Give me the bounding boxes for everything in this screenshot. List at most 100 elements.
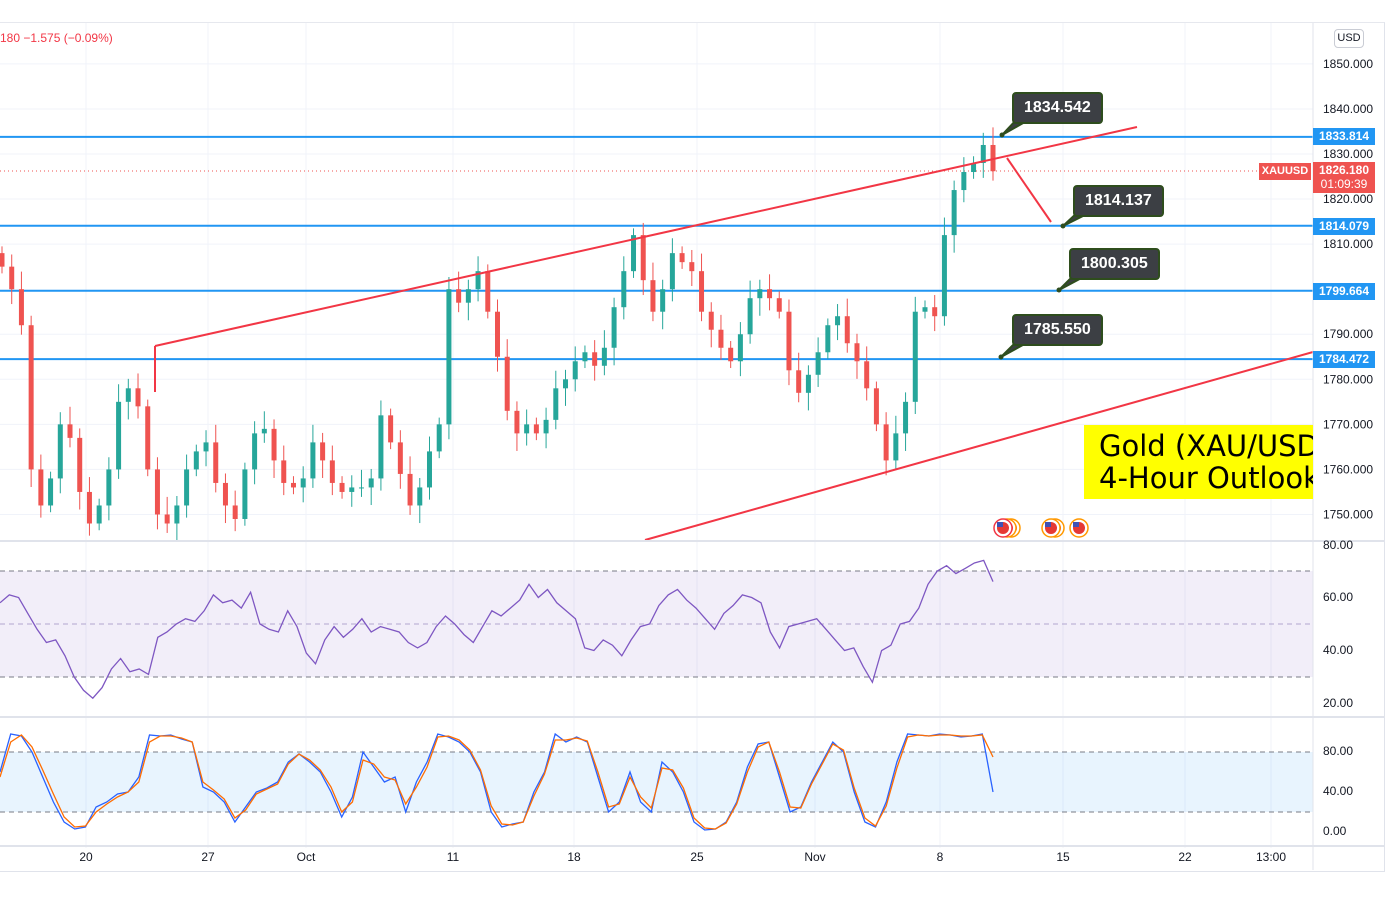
price-callout[interactable]: 1814.137 — [1073, 185, 1164, 217]
stoch-d-line — [0, 734, 994, 830]
chart-title-overlay: Gold (XAU/USD 4-Hour Outlook — [1084, 425, 1313, 499]
candle-body — [222, 482, 228, 506]
trendlines[interactable] — [154, 126, 1314, 541]
candle-body — [951, 190, 957, 236]
price-callout[interactable]: 1834.542 — [1012, 92, 1103, 124]
candle-body — [728, 347, 734, 362]
candle-body — [747, 298, 753, 335]
candle-body — [271, 428, 277, 461]
candle-body — [67, 424, 73, 438]
candle-body — [48, 478, 54, 506]
candle-body — [0, 253, 5, 267]
candle-body — [514, 410, 520, 434]
rsi-tick-label: 20.00 — [1323, 696, 1353, 710]
candle-body — [125, 388, 131, 402]
candle-body — [776, 298, 782, 312]
rsi-tick-label: 60.00 — [1323, 590, 1353, 604]
candle-body — [971, 163, 977, 173]
candle-body — [640, 235, 646, 281]
time-tick-label: 8 — [937, 850, 944, 864]
time-tick-label: 11 — [447, 850, 460, 864]
candle-body — [912, 311, 918, 402]
candle-body — [854, 343, 860, 362]
time-tick-label: 25 — [690, 850, 704, 864]
candle-body — [689, 262, 695, 272]
candle-body — [485, 271, 491, 312]
callout-anchor — [999, 132, 1005, 138]
price-tick-label: 1750.000 — [1323, 507, 1373, 521]
candle-body — [757, 289, 763, 299]
price-axis[interactable]: 1850.000 1840.000 1830.000 1820.000 1810.000… — [1323, 57, 1373, 838]
currency-button[interactable]: USD — [1334, 29, 1364, 48]
candle-body — [495, 311, 500, 357]
time-tick-label: 15 — [1056, 850, 1070, 864]
stoch-tick-label: 40.00 — [1323, 784, 1353, 798]
candle-body — [903, 401, 909, 434]
candle-body — [261, 428, 267, 434]
price-tick-label: 1780.000 — [1323, 372, 1373, 386]
candle-body — [436, 424, 442, 452]
time-tick-label: 22 — [1178, 850, 1192, 864]
candle-body — [980, 144, 986, 164]
candle-body — [86, 491, 92, 524]
callout-anchor — [998, 354, 1004, 360]
economic-events[interactable] — [993, 518, 1089, 538]
candle-body — [767, 289, 773, 299]
candle-body — [329, 460, 335, 483]
candle-body — [592, 352, 598, 366]
price-callout[interactable]: 1785.550 — [1012, 314, 1103, 346]
candle-body — [961, 172, 967, 191]
price-legend: 180 −1.575 (−0.09%) — [0, 31, 113, 45]
time-axis[interactable]: 20 27 Oct 11 18 25 Nov 8 15 22 13:00 — [79, 850, 1286, 864]
candle-body — [290, 482, 296, 488]
candle-body — [38, 469, 44, 506]
callout-anchor — [1060, 223, 1066, 229]
price-tick-label: 1810.000 — [1323, 237, 1373, 251]
current-price: 1826.180 — [1318, 163, 1370, 177]
candle-body — [77, 437, 83, 492]
candle-body — [193, 451, 199, 470]
candle-body — [922, 307, 928, 312]
candle-body — [786, 311, 792, 371]
candle-body — [135, 388, 141, 407]
candle-body — [28, 325, 34, 470]
time-tick-label: 13:00 — [1256, 850, 1286, 864]
candle-body — [660, 289, 666, 312]
rsi-tick-label: 40.00 — [1323, 643, 1353, 657]
candle-body — [796, 370, 802, 393]
candle-body — [397, 442, 403, 474]
candle-body — [533, 424, 539, 434]
us-flag-icon — [1045, 522, 1051, 527]
candle-body — [563, 379, 569, 389]
candle-body — [57, 424, 63, 479]
time-tick-label: 27 — [201, 850, 215, 864]
candle-body — [718, 329, 724, 348]
candle-body — [320, 442, 326, 461]
candle-body — [18, 289, 24, 326]
horizontal-levels[interactable] — [0, 135, 1313, 361]
candle-body — [524, 424, 530, 434]
rsi-pane — [0, 559, 1313, 700]
projection-line — [1006, 157, 1052, 223]
lower-trendline — [644, 351, 1314, 541]
price-tick-label: 1830.000 — [1323, 147, 1373, 161]
candle-body — [9, 266, 15, 290]
candle-body — [349, 487, 355, 492]
symbol-tag: XAUUSD — [1259, 163, 1311, 180]
candle-body — [543, 419, 549, 434]
price-tick-label: 1850.000 — [1323, 57, 1373, 71]
price-callout[interactable]: 1800.305 — [1069, 248, 1160, 280]
candle-body — [553, 388, 559, 420]
candle-body — [281, 460, 287, 483]
stoch-tick-label: 80.00 — [1323, 744, 1353, 758]
candle-body — [203, 442, 209, 452]
candle-body — [213, 442, 219, 483]
candle-body — [475, 271, 481, 290]
candle-body — [631, 235, 637, 272]
level-tag: 1814.079 — [1313, 218, 1375, 235]
candle-body — [679, 253, 685, 263]
candle-body — [572, 361, 578, 380]
candle-body — [145, 406, 151, 470]
candle-body — [669, 253, 675, 290]
